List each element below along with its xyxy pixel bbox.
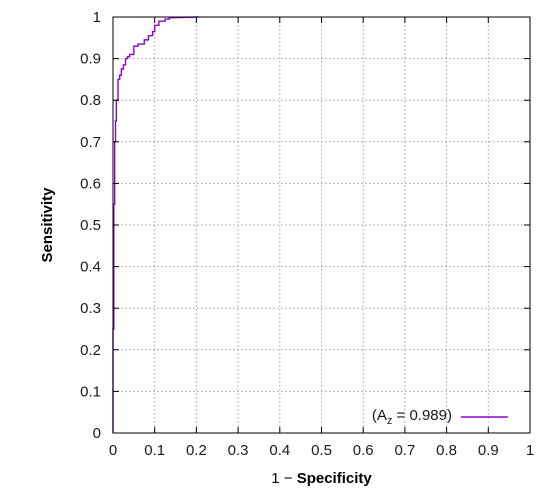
y-tick-label: 0.4 bbox=[80, 259, 101, 276]
legend: (Az = 0.989) bbox=[372, 407, 508, 427]
legend-label-subscript: z bbox=[387, 415, 393, 427]
legend-label-close: = 0.989) bbox=[392, 407, 452, 424]
x-tick-label: 0.8 bbox=[436, 442, 457, 459]
y-tick-label: 0.2 bbox=[80, 342, 101, 359]
roc-curve-layer bbox=[112, 16, 199, 433]
x-tick-label: 0.7 bbox=[394, 442, 415, 459]
y-tick-label: 0.5 bbox=[80, 217, 101, 234]
x-tick-label: 0.5 bbox=[311, 442, 332, 459]
y-axis-ticks: 0 0.1 0.2 0.3 0.4 0.5 0.6 0.7 0.8 0.9 1 bbox=[80, 9, 530, 442]
y-tick-label: 1 bbox=[93, 9, 101, 26]
x-tick-label: 0.9 bbox=[478, 442, 499, 459]
x-tick-label: 0.3 bbox=[228, 442, 249, 459]
x-tick-label: 0.2 bbox=[186, 442, 207, 459]
y-tick-label: 0.9 bbox=[80, 51, 101, 68]
y-tick-label: 0.8 bbox=[80, 92, 101, 109]
x-tick-label: 0.1 bbox=[144, 442, 165, 459]
x-tick-label: 1 bbox=[526, 442, 534, 459]
y-tick-label: 0 bbox=[93, 425, 101, 442]
x-tick-label: 0.6 bbox=[353, 442, 374, 459]
y-tick-label: 0.1 bbox=[80, 383, 101, 400]
y-axis-label: Sensitivity bbox=[39, 187, 56, 263]
legend-label: (Az = 0.989) bbox=[372, 407, 452, 427]
x-tick-label: 0 bbox=[109, 442, 117, 459]
x-axis-label-main: Specificity bbox=[297, 470, 373, 487]
x-tick-label: 0.4 bbox=[269, 442, 290, 459]
x-axis-ticks: 0 0.1 0.2 0.3 0.4 0.5 0.6 0.7 0.8 0.9 1 bbox=[109, 17, 534, 459]
x-axis-label: 1 − Specificity bbox=[271, 470, 372, 487]
roc-curve-line bbox=[112, 16, 199, 433]
x-axis-label-prefix: 1 − bbox=[271, 470, 296, 487]
legend-label-open: (A bbox=[372, 407, 387, 424]
y-tick-label: 0.7 bbox=[80, 134, 101, 151]
grid-lines bbox=[113, 17, 530, 433]
y-tick-label: 0.3 bbox=[80, 300, 101, 317]
y-tick-label: 0.6 bbox=[80, 175, 101, 192]
